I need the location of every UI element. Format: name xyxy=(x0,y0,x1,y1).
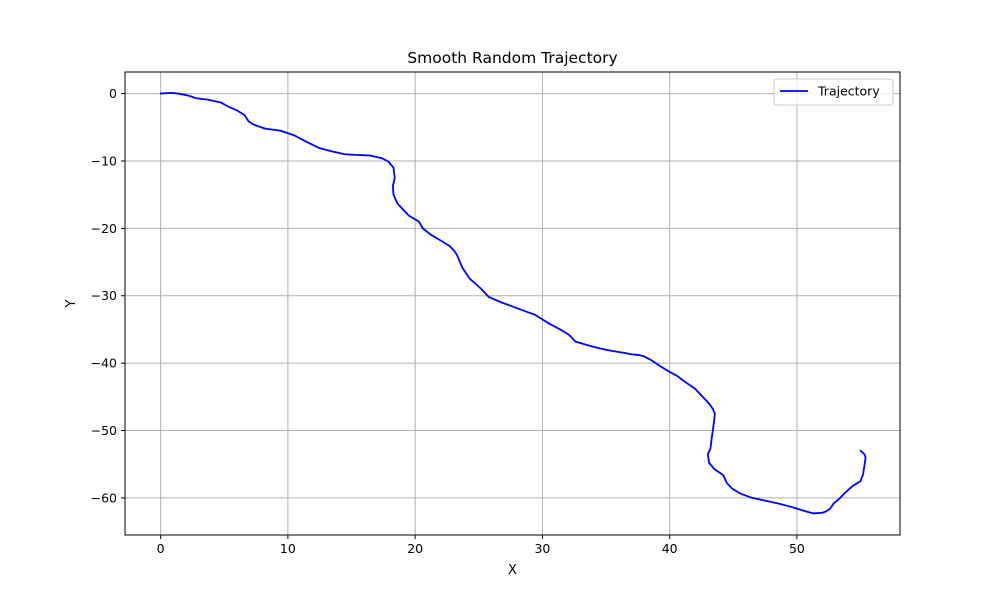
x-tick-label: 20 xyxy=(407,541,423,556)
ticks: 0 10 20 30 40 50 0 −10 −20 −30 −40 −50 −60 xyxy=(91,86,805,556)
y-tick-label: −40 xyxy=(91,356,117,371)
x-tick-label: 0 xyxy=(157,541,165,556)
data-layer xyxy=(159,91,867,515)
x-tick-label: 30 xyxy=(534,541,550,556)
legend-label-trajectory: Trajectory xyxy=(817,84,880,99)
grid xyxy=(125,72,900,535)
x-axis-label: X xyxy=(508,563,517,578)
y-tick-label: −60 xyxy=(91,490,117,505)
y-tick-label: 0 xyxy=(109,86,117,101)
chart-title: Smooth Random Trajectory xyxy=(407,49,617,67)
y-tick-label: −20 xyxy=(91,221,117,236)
legend: Trajectory xyxy=(773,78,894,106)
x-tick-label: 40 xyxy=(662,541,678,556)
y-tick-label: −50 xyxy=(91,423,117,438)
x-tick-label: 50 xyxy=(789,541,805,556)
legend-box xyxy=(773,78,894,106)
plot-frame xyxy=(124,71,901,536)
y-tick-label: −10 xyxy=(91,153,117,168)
series-line-trajectory xyxy=(159,91,867,515)
x-tick-label: 10 xyxy=(280,541,296,556)
y-tick-label: −30 xyxy=(91,288,117,303)
y-axis-label: Y xyxy=(64,299,79,308)
